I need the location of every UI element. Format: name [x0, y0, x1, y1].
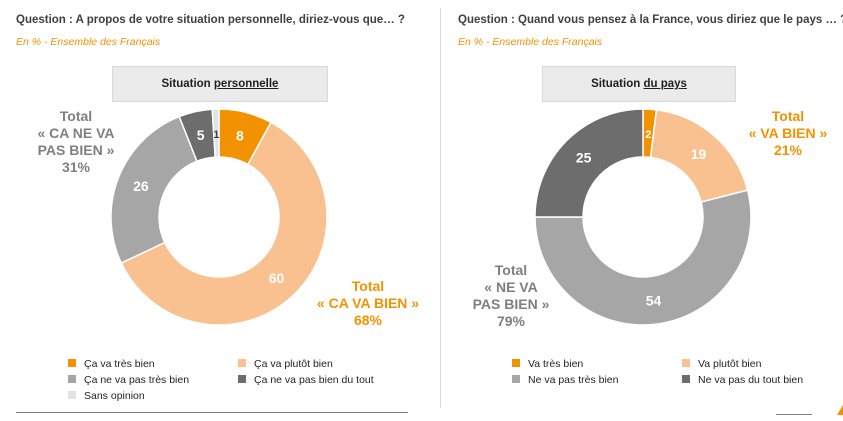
- legend-label: Ça ne va pas très bien: [84, 374, 190, 386]
- donut-slice: [120, 121, 328, 326]
- donut-slice: [534, 189, 752, 326]
- right-bottom-rule: [776, 414, 812, 415]
- left-bottom-rule: [16, 412, 408, 413]
- left-subtitle: En % - Ensemble des Français: [16, 36, 161, 48]
- legend-swatch: [238, 359, 246, 367]
- legend-label: Sans opinion: [84, 390, 145, 402]
- legend-item: Ne va pas très bien: [512, 373, 618, 387]
- left-annot-bad-line-4: 31%: [61, 159, 91, 175]
- right-subtitle: En % - Ensemble des Français: [458, 36, 603, 48]
- left-annot-good-line-1: Total: [351, 278, 385, 294]
- left-annot-good: Total « CA VA BIEN » 68%: [304, 278, 432, 329]
- corner-logo-mark: [837, 405, 843, 415]
- donut-slice: [110, 115, 198, 264]
- right-question: Question : Quand vous pensez à la France…: [458, 14, 843, 26]
- right-annot-good-line-3: 21%: [773, 142, 803, 158]
- left-annot-good-line-3: 68%: [353, 312, 383, 328]
- legend-swatch: [68, 359, 76, 367]
- left-annot-bad-line-3: PAS BIEN »: [37, 142, 115, 158]
- left-annot-bad-line-2: « CA NE VA: [37, 125, 115, 141]
- right-annot-bad: Total « NE VA PAS BIEN » 79%: [458, 262, 564, 330]
- donut-slice: [534, 108, 644, 218]
- legend-swatch: [512, 375, 520, 383]
- legend-swatch: [512, 359, 520, 367]
- left-title-plain: Situation: [161, 78, 214, 90]
- slice-value-label: 8: [236, 128, 244, 144]
- legend-swatch: [238, 375, 246, 383]
- legend-label: Ça va très bien: [84, 358, 155, 370]
- right-annot-good-line-2: « VA BIEN »: [748, 125, 828, 141]
- legend-label: Ça va plutôt bien: [254, 358, 333, 370]
- legend-label: Va plutôt bien: [698, 358, 762, 370]
- slice-value-label: 5: [197, 127, 205, 143]
- right-chart-title: Situation du pays: [542, 66, 736, 102]
- legend-item: Ça va très bien: [68, 357, 155, 371]
- left-annot-bad-line-1: Total: [59, 108, 93, 124]
- slice-value-label: 2: [645, 129, 651, 141]
- slice-value-label: 19: [691, 146, 707, 162]
- legend-item: Sans opinion: [68, 389, 145, 403]
- slice-value-label: 26: [133, 178, 149, 194]
- slice-value-label: 60: [269, 270, 285, 286]
- legend-label: Ça ne va pas bien du tout: [254, 374, 374, 386]
- left-donut-chart: 8 60 26 5 1: [110, 108, 328, 326]
- right-annot-good: Total « VA BIEN » 21%: [740, 108, 836, 159]
- legend-item: Ça va plutôt bien: [238, 357, 333, 371]
- right-annot-bad-line-2: « NE VA: [484, 279, 538, 295]
- legend-swatch: [682, 375, 690, 383]
- slice-value-label: 1: [213, 129, 219, 141]
- slice-value-label: 54: [646, 292, 662, 308]
- right-annot-good-line-1: Total: [771, 108, 805, 124]
- legend-item: Va très bien: [512, 357, 583, 371]
- legend-item: Ne va pas du tout bien: [682, 373, 803, 387]
- left-question: Question : A propos de votre situation p…: [16, 14, 405, 26]
- legend-label: Ne va pas du tout bien: [698, 374, 804, 386]
- left-annot-bad: Total « CA NE VA PAS BIEN » 31%: [22, 108, 130, 176]
- legend-item: Ça ne va pas très bien: [68, 373, 189, 387]
- legend-label: Va très bien: [528, 358, 584, 370]
- donut-slice: [211, 108, 220, 158]
- right-panel: Question : Quand vous pensez à la France…: [440, 0, 843, 421]
- legend-swatch: [682, 359, 690, 367]
- panel-divider: [440, 8, 441, 408]
- right-donut-chart: 2 19 54 25: [534, 108, 752, 326]
- right-title-underlined: du pays: [643, 78, 687, 90]
- right-annot-bad-line-3: PAS BIEN »: [472, 296, 550, 312]
- legend-swatch: [68, 375, 76, 383]
- legend-item: Ça ne va pas bien du tout: [238, 373, 374, 387]
- right-annot-bad-line-1: Total: [494, 262, 528, 278]
- right-title-plain: Situation: [591, 78, 644, 90]
- legend-swatch: [68, 391, 76, 399]
- left-title-underlined: personnelle: [213, 78, 279, 90]
- legend-label: Ne va pas très bien: [528, 374, 619, 386]
- legend-item: Va plutôt bien: [682, 357, 761, 371]
- right-annot-bad-line-4: 79%: [496, 313, 526, 329]
- left-chart-title: Situation personnelle: [112, 66, 328, 102]
- slice-value-label: 25: [576, 150, 592, 166]
- left-panel: Question : A propos de votre situation p…: [16, 14, 432, 413]
- left-annot-good-line-2: « CA VA BIEN »: [316, 295, 420, 311]
